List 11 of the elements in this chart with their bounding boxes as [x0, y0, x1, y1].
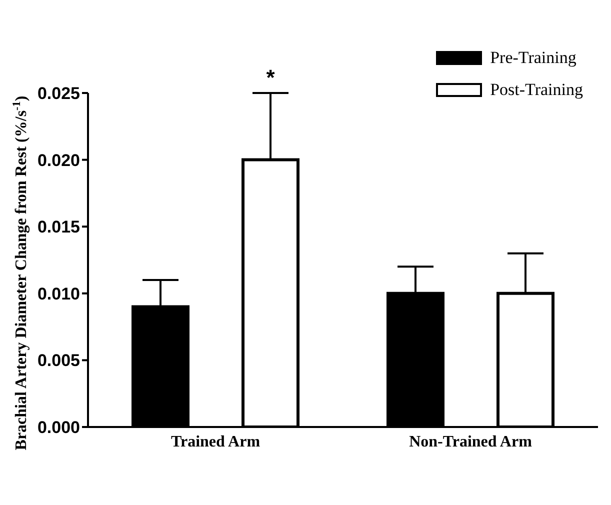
- legend-label: Pre-Training: [490, 48, 576, 68]
- y-tick-label: 0.005: [37, 351, 80, 370]
- y-tick-label: 0.020: [37, 150, 80, 170]
- y-tick-label: 0.025: [37, 84, 80, 104]
- x-tick-label: Non-Trained Arm: [409, 433, 533, 450]
- y-tick-label: 0.000: [37, 418, 80, 438]
- y-tick-label: 0.015: [37, 218, 80, 237]
- legend-label: Post-Training: [490, 80, 583, 100]
- y-tick-label: 0.010: [37, 284, 80, 304]
- text: *: [266, 65, 276, 90]
- x-tick-label: Trained Arm: [170, 433, 261, 450]
